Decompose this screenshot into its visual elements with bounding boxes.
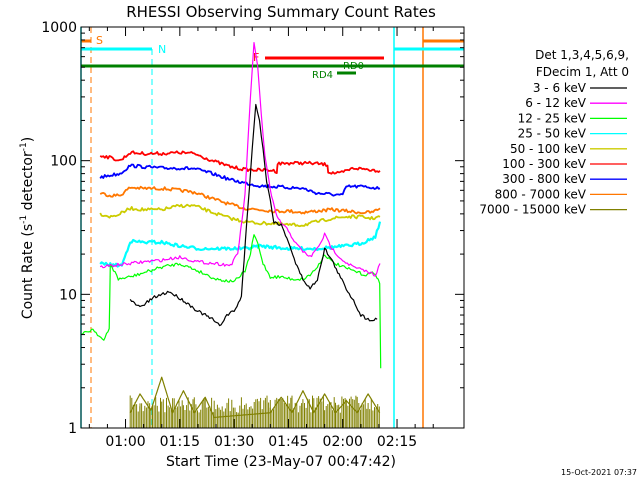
- rd0-label: RD0: [343, 61, 364, 72]
- legend: Det 1,3,4,5,6,9, FDecim 1, Att 0 3 - 6 k…: [479, 48, 629, 217]
- y-tick-label: 1: [68, 421, 77, 437]
- series-line-6to12keV: [99, 42, 381, 277]
- y-tick-label: 10: [59, 287, 77, 303]
- x-tick-label: 01:45: [268, 434, 308, 450]
- y-axis-label-close: ): [20, 137, 36, 142]
- y-axis-label-exp2: -1: [19, 142, 29, 151]
- series-line-12to25keV: [81, 234, 382, 369]
- legend-label: 12 - 25 keV: [518, 111, 587, 125]
- x-axis-label: Start Time (23-May-07 00:47:42): [166, 454, 396, 470]
- legend-label: 7000 - 15000 keV: [479, 203, 586, 217]
- legend-label: 50 - 100 keV: [510, 142, 587, 156]
- legend-label: 3 - 6 keV: [533, 81, 587, 95]
- legend-header-2: FDecim 1, Att 0: [536, 65, 629, 79]
- x-tick-label: 02:00: [323, 434, 363, 450]
- legend-header-1: Det 1,3,4,5,6,9,: [535, 48, 629, 62]
- y-axis-label: Count Rate (s-1 detector-1): [19, 137, 36, 319]
- y-tick-label: 1000: [41, 20, 77, 36]
- series-line-800to7000keV: [99, 185, 381, 215]
- saa-label: S: [96, 34, 103, 47]
- series-line-100to300keV: [99, 150, 381, 175]
- legend-label: 6 - 12 keV: [525, 96, 587, 110]
- y-tick-label: 100: [50, 154, 77, 170]
- x-axis-ticks: 01:00 01:15 01:30 01:45 02:00 02:15: [88, 27, 434, 450]
- series-line-3to6keV: [129, 103, 378, 327]
- legend-label: 100 - 300 keV: [502, 157, 586, 171]
- legend-label: 800 - 7000 keV: [495, 187, 587, 201]
- legend-label: 300 - 800 keV: [502, 172, 586, 186]
- series-line-300to800keV: [99, 163, 381, 197]
- x-tick-label: 02:15: [377, 434, 417, 450]
- rd4-label: RD4: [312, 70, 333, 81]
- legend-label: 25 - 50 keV: [518, 127, 587, 141]
- y-axis-ticks: 1 10 100 1000: [41, 20, 464, 437]
- y-axis-label-exp1: -1: [19, 215, 29, 224]
- series-line-25to50keV: [99, 221, 382, 268]
- night-label: N: [158, 43, 166, 56]
- x-tick-label: 01:30: [214, 434, 254, 450]
- y-axis-label-mid: detector: [20, 151, 36, 215]
- y-axis-label-main: Count Rate (s: [20, 224, 36, 319]
- render-timestamp: 15-Oct-2021 07:37: [561, 468, 637, 477]
- series-layer: [81, 42, 382, 428]
- x-tick-label: 01:15: [160, 434, 200, 450]
- y-axis-label-group: Count Rate (s-1 detector-1): [19, 137, 36, 319]
- chart-title: RHESSI Observing Summary Count Rates: [126, 3, 436, 21]
- x-tick-label: 01:00: [105, 434, 145, 450]
- plot-frame: [80, 26, 465, 429]
